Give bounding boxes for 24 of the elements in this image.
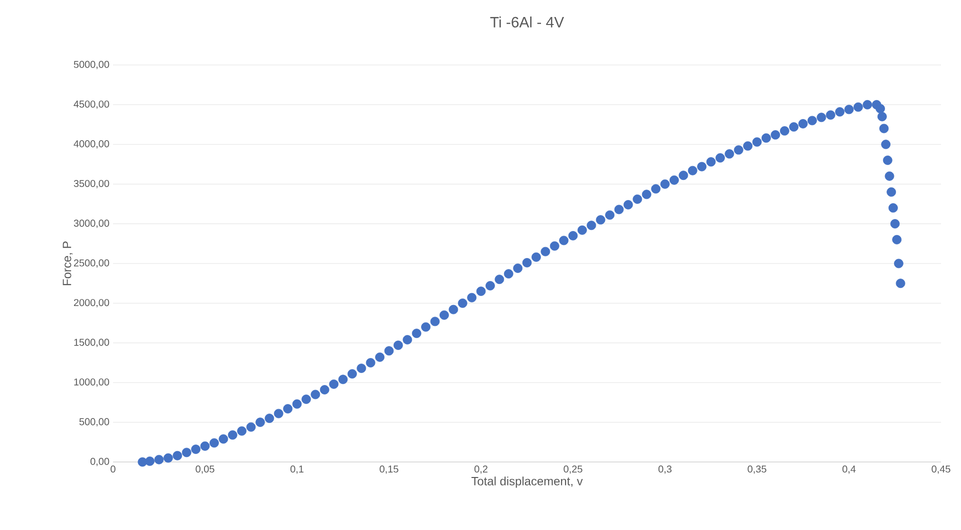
x-tick-label: 0,25 — [564, 466, 582, 474]
x-axis-title: Total displacement, v — [471, 476, 583, 488]
x-tick-label: 0,45 — [932, 466, 950, 474]
x-tick-label: 0,15 — [380, 466, 398, 474]
x-tick-label: 0,05 — [196, 466, 214, 474]
x-tick-label: 0 — [110, 466, 116, 473]
chart-title: Ti -6Al - 4V — [490, 16, 564, 28]
y-tick-label: 500,00 — [79, 418, 110, 426]
y-tick-label: 1000,00 — [74, 378, 110, 387]
y-tick-label: 4500,00 — [74, 100, 110, 109]
y-tick-label: 1500,00 — [74, 338, 110, 348]
x-tick-label: 0,3 — [658, 466, 672, 474]
x-tick-label: 0,1 — [290, 466, 304, 474]
y-tick-label: 3500,00 — [74, 180, 110, 188]
x-tick-label: 0,2 — [474, 466, 488, 474]
y-tick-label: 2000,00 — [74, 299, 110, 308]
y-tick-label: 0,00 — [90, 458, 110, 466]
x-tick-label: 0,35 — [748, 466, 766, 474]
y-axis-title: Force, P — [62, 242, 73, 286]
y-tick-label: 3000,00 — [74, 220, 110, 228]
y-tick-label: 4000,00 — [74, 140, 110, 149]
y-tick-label: 2500,00 — [74, 259, 110, 268]
y-tick-label: 5000,00 — [74, 60, 110, 70]
x-tick-label: 0,4 — [842, 466, 856, 474]
